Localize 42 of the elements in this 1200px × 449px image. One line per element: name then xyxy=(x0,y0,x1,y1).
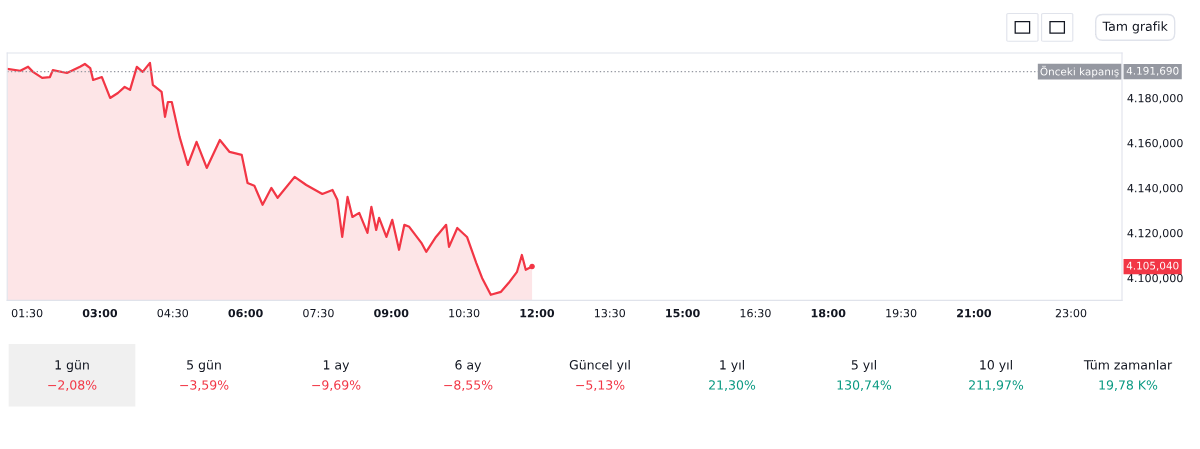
x-tick-label: 21:00 xyxy=(957,308,992,318)
text: −5,13% xyxy=(576,380,625,391)
x-tick-label: 23:00 xyxy=(1055,308,1087,318)
text: 130,74% xyxy=(837,380,892,391)
x-tick-label: 07:30 xyxy=(303,308,334,318)
text: Tam grafik xyxy=(1102,21,1168,34)
x-tick-label: 03:00 xyxy=(82,308,118,318)
x-tick-label: 19:30 xyxy=(886,308,917,318)
text: 211,97% xyxy=(969,380,1024,391)
x-tick-label: 16:30 xyxy=(740,308,771,318)
y-tick-label: 4.160,000 xyxy=(1127,138,1183,149)
annotation: 4.191,690 xyxy=(1126,66,1179,76)
y-tick-label: 4.120,000 xyxy=(1127,228,1183,239)
text: −9,69% xyxy=(312,380,361,391)
category-label: 1 yıl xyxy=(720,359,744,372)
category-label: Tüm zamanlar xyxy=(1083,359,1173,370)
category-label: 1 gün xyxy=(55,359,89,372)
text: 4.105,040 xyxy=(1126,261,1179,271)
x-tick-label: 04:30 xyxy=(157,308,189,318)
text: −8,55% xyxy=(444,380,493,391)
x-tick-label: 10:30 xyxy=(449,308,480,318)
category-label: 5 yıl xyxy=(851,359,876,372)
x-tick-label: 01:30 xyxy=(11,308,43,318)
category-label: 6 ay xyxy=(455,360,482,372)
text: 21,30% xyxy=(709,380,756,391)
x-tick-label: 12:00 xyxy=(520,308,555,318)
x-tick-label: 18:00 xyxy=(811,308,846,318)
category-label: Güncel yıl xyxy=(569,359,630,372)
x-tick-label: 09:00 xyxy=(374,308,409,318)
text: −2,08% xyxy=(48,380,97,391)
y-tick-label: 4.140,000 xyxy=(1127,183,1183,194)
text: −3,59% xyxy=(180,380,229,391)
x-tick-label: 06:00 xyxy=(228,308,263,318)
category-label: 5 gün xyxy=(187,359,221,372)
category-label: 10 yıl xyxy=(980,359,1012,372)
y-tick-label: 4.180,000 xyxy=(1127,93,1183,104)
text: 19,78 K% xyxy=(1099,380,1158,391)
x-tick-label: 15:00 xyxy=(666,308,700,318)
category-label: 1 ay xyxy=(323,360,350,372)
y-tick-label: 4.100,000 xyxy=(1127,273,1183,284)
ref-line-label: Önceki kapanış xyxy=(1040,65,1119,78)
x-tick-label: 13:30 xyxy=(594,308,626,318)
